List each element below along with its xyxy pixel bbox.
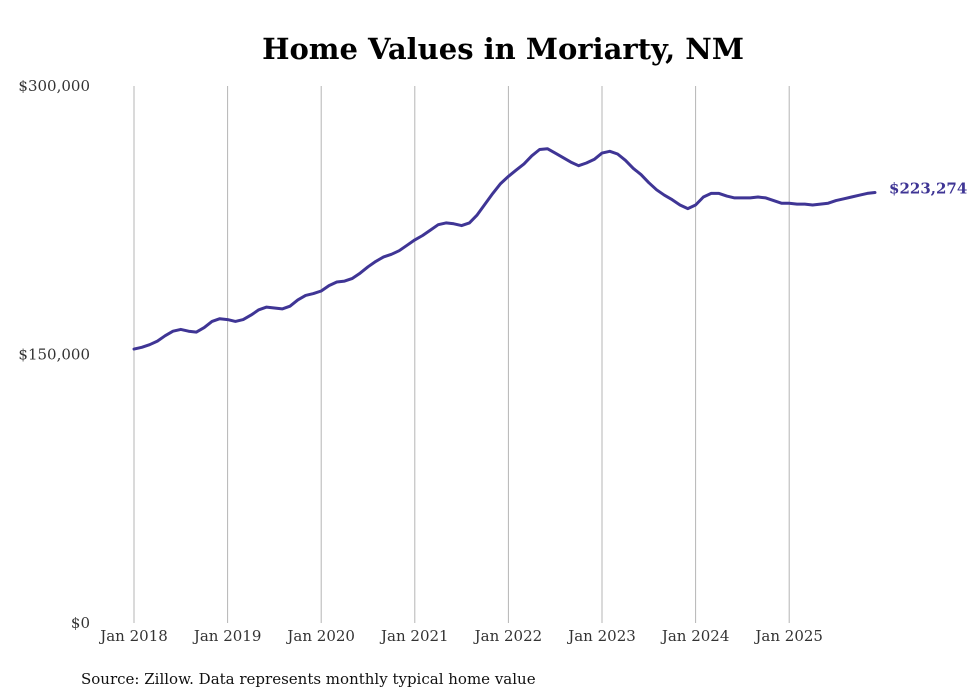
x-tick-label: Jan 2018 (98, 627, 168, 645)
x-tick-label: Jan 2021 (379, 627, 449, 645)
x-axis-tick-labels: Jan 2018 Jan 2019 Jan 2020 Jan 2021 Jan 2022… (98, 627, 823, 645)
x-tick-label: Jan 2020 (285, 627, 355, 645)
x-tick-label: Jan 2024 (660, 627, 730, 645)
y-tick-label: $150,000 (18, 346, 90, 364)
x-tick-label: Jan 2023 (566, 627, 636, 645)
chart-title: Home Values in Moriarty, NM (262, 32, 744, 66)
y-tick-label: $0 (71, 614, 90, 632)
home-value-line (132, 147, 877, 351)
latest-value-label: $223,274 (889, 180, 967, 198)
y-tick-label: $300,000 (18, 77, 90, 95)
source-note: Source: Zillow. Data represents monthly … (81, 670, 536, 688)
x-tick-label: Jan 2022 (473, 627, 543, 645)
y-axis-tick-labels: $0 $150,000 $300,000 (18, 77, 90, 632)
x-tick-label: Jan 2019 (192, 627, 262, 645)
x-tick-label: Jan 2025 (753, 627, 823, 645)
vertical-grid (133, 86, 790, 623)
